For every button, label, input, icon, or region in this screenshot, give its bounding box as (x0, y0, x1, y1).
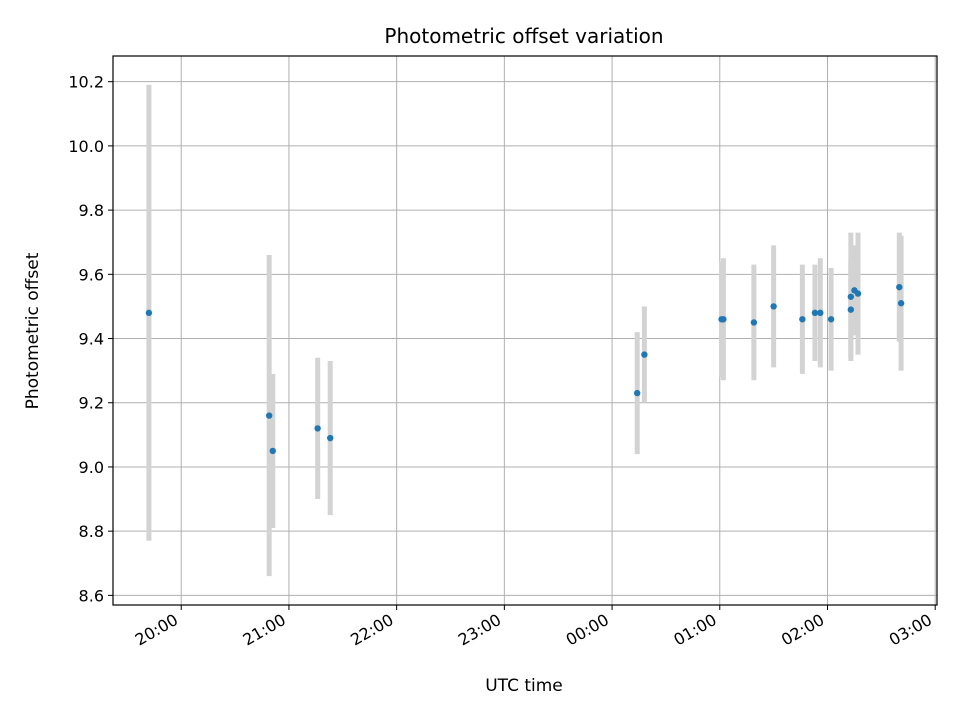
error-bars (146, 84, 904, 577)
data-point (269, 447, 276, 455)
data-point (750, 319, 758, 326)
chart-title: Photometric offset variation (384, 24, 663, 48)
data-point (634, 389, 641, 397)
y-axis-title: Photometric offset (23, 252, 43, 409)
y-tick-label: 10.2 (68, 73, 104, 92)
data-point (847, 306, 855, 313)
x-tick-label: 02:00 (778, 610, 827, 650)
x-tick-label: 20:00 (132, 610, 181, 650)
data-point (897, 300, 905, 307)
data-point (854, 290, 862, 297)
x-tick-label: 00:00 (563, 610, 612, 650)
data-point (720, 316, 727, 323)
plot-area-frame (112, 55, 938, 606)
x-tick-label: 23:00 (455, 610, 504, 650)
x-axis-ticks: 20:00 21:00 22:00 23:00 00:00 01:00 02:00 03:00 (132, 605, 936, 650)
x-tick-label: 03:00 (886, 610, 935, 650)
data-point (827, 316, 835, 323)
data-point (811, 309, 819, 317)
x-tick-label: 21:00 (239, 610, 288, 650)
x-tick-label: 22:00 (347, 610, 396, 650)
data-point (265, 412, 273, 419)
data-point (799, 316, 806, 323)
data-point (896, 283, 903, 291)
data-points (145, 283, 905, 455)
data-point (847, 293, 855, 300)
y-tick-label: 9.4 (79, 330, 104, 349)
y-tick-label: 10.0 (68, 137, 104, 156)
y-tick-label: 9.6 (79, 265, 104, 284)
data-point (327, 434, 334, 442)
x-tick-label: 01:00 (670, 610, 719, 650)
data-point (145, 309, 153, 317)
y-tick-label: 9.8 (79, 201, 104, 220)
data-point (314, 425, 321, 432)
y-tick-label: 8.8 (79, 522, 104, 541)
y-tick-label: 8.6 (79, 586, 104, 605)
y-axis-ticks: 8.6 8.8 9.0 9.2 9.4 9.6 9.8 10.0 10.2 (68, 73, 113, 605)
x-axis-title: UTC time (485, 676, 563, 696)
y-tick-label: 9.0 (79, 458, 104, 477)
data-point (817, 309, 824, 317)
data-point (641, 351, 648, 358)
y-tick-label: 9.2 (79, 394, 104, 413)
data-point (770, 303, 777, 310)
